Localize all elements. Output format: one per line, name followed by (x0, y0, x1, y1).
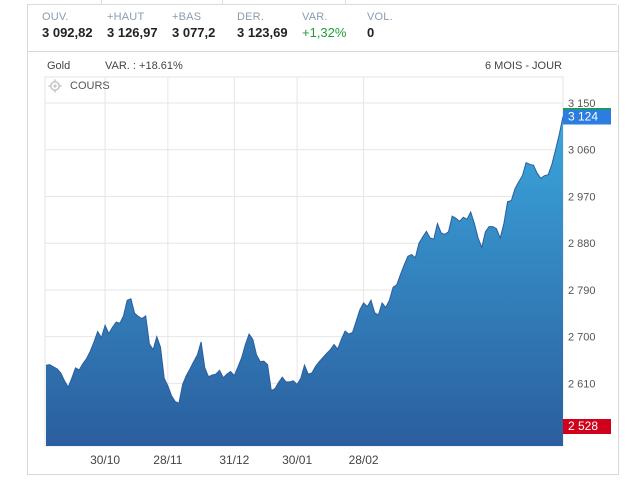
period-selector[interactable]: 6 MOIS - JOUR (485, 60, 563, 72)
min-price-label: 2 528 (568, 419, 598, 433)
stat-volume: VOL. 0 (367, 11, 393, 40)
y-tick-label: 2 700 (568, 332, 596, 344)
x-tick-label: 30/01 (282, 453, 312, 467)
price-line (45, 116, 564, 404)
quote-stats-bar: OUV. 3 092,82 +HAUT 3 126,97 +BAS 3 077,… (27, 5, 619, 51)
stat-open: OUV. 3 092,82 (42, 11, 93, 40)
stat-volume-value: 0 (367, 25, 375, 40)
stat-last-label: DER. (237, 11, 265, 23)
stat-last-value: 3 123,69 (237, 25, 288, 40)
stat-change-label: VAR. (302, 11, 328, 23)
y-tick-label: 2 790 (568, 285, 596, 297)
current-price-tag (563, 109, 611, 125)
stat-open-label: OUV. (42, 11, 69, 23)
y-tick-label: 2 970 (568, 191, 596, 203)
stat-volume-label: VOL. (367, 11, 393, 23)
stat-high-label: +HAUT (107, 11, 145, 23)
y-tick-label: 3 060 (568, 145, 596, 157)
chart-panel (27, 52, 619, 475)
stat-low-label: +BAS (172, 11, 202, 23)
y-tick-label: 2 610 (568, 378, 596, 390)
top-strip-divider (345, 0, 346, 4)
x-tick-label: 28/02 (349, 453, 379, 467)
instrument-name: Gold (47, 60, 71, 72)
x-tick-label: 31/12 (219, 453, 249, 467)
gear-icon[interactable] (48, 79, 62, 93)
stat-high-value: 3 126,97 (107, 25, 158, 40)
y-tick-label: 3 150 (568, 98, 596, 110)
stat-low: +BAS 3 077,2 (172, 11, 215, 40)
variation-label: VAR. : +18.61% (105, 60, 183, 72)
top-strip-divider (101, 0, 102, 4)
stat-change-value: +1,32% (302, 25, 347, 40)
series-legend[interactable]: COURS (48, 79, 110, 93)
series-label: COURS (70, 80, 110, 92)
x-tick-label: 30/10 (90, 453, 120, 467)
stat-low-value: 3 077,2 (172, 25, 216, 40)
top-strip (27, 0, 617, 5)
stat-open-value: 3 092,82 (42, 25, 93, 40)
price-area (46, 116, 563, 446)
x-tick-label: 28/11 (153, 453, 182, 467)
stat-high: +HAUT 3 126,97 (107, 11, 158, 40)
top-strip-divider (222, 0, 223, 4)
stat-last: DER. 3 123,69 (237, 11, 288, 40)
current-price-label: 3 124 (568, 110, 598, 124)
stats-divider (27, 51, 619, 52)
min-price-tag (563, 419, 611, 434)
y-tick-label: 2 880 (568, 238, 596, 250)
stat-change: VAR. +1,32% (302, 11, 346, 40)
